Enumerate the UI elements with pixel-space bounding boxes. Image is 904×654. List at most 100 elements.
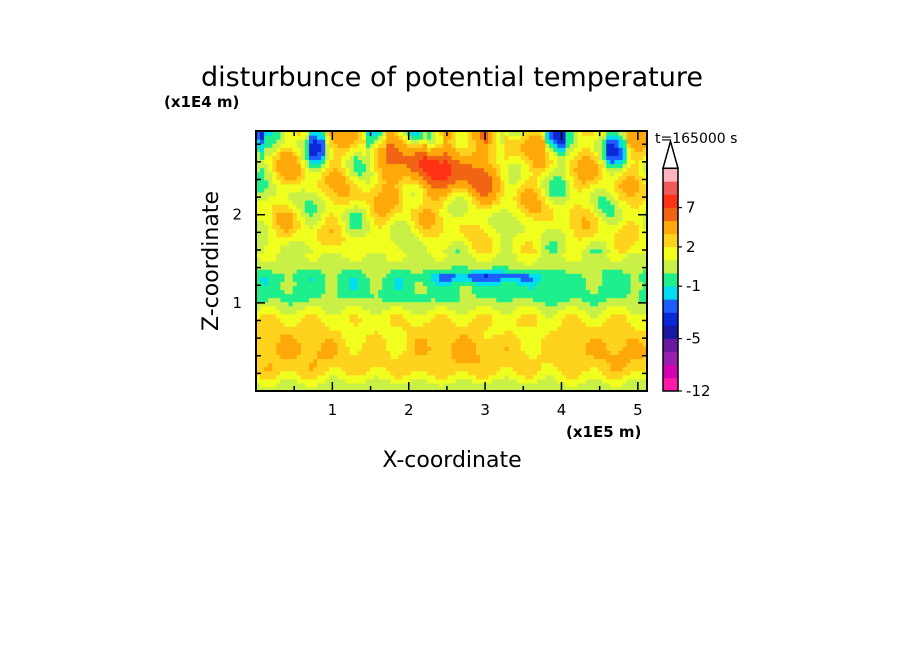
field-cell [256,305,261,311]
field-cell [308,346,314,351]
field-cell [569,301,575,307]
field-cell [268,309,273,315]
field-cell [439,183,444,189]
field-cell [488,330,493,335]
field-cell [431,131,436,136]
field-cell [260,220,265,226]
field-cell [463,265,469,270]
field-cell [280,326,286,331]
field-cell [496,382,501,388]
field-cell [475,273,481,278]
field-cell [528,301,534,307]
field-cell [304,196,310,201]
field-cell [410,191,416,197]
field-cell [333,305,339,311]
field-cell [557,244,563,250]
field-cell [504,378,510,384]
field-cell [329,281,334,286]
field-cell [541,135,546,140]
field-cell [260,289,265,295]
field-cell [524,269,530,274]
field-cell [349,143,355,148]
field-cell [276,135,282,140]
field-cell [345,309,351,315]
field-cell [300,204,306,209]
field-cell [308,261,314,266]
field-cell [512,248,518,254]
field-cell [528,285,534,291]
field-cell [325,346,330,351]
field-cell [549,232,554,238]
field-cell [561,354,567,360]
field-cell [516,265,522,270]
field-cell [292,338,298,343]
field-cell [443,326,449,331]
field-cell [504,171,510,177]
field-cell [308,334,314,339]
field-cell [410,167,416,173]
field-cell [418,151,424,156]
field-cell [410,208,416,213]
field-cell [549,187,554,193]
field-cell [313,301,318,307]
field-cell [365,224,371,230]
field-cell [398,305,404,311]
field-cell [467,370,473,376]
field-cell [337,301,343,307]
field-cell [317,358,322,364]
field-cell [317,338,322,343]
field-cell [280,220,286,226]
field-cell [414,277,420,282]
field-cell [349,236,355,242]
field-cell [500,200,506,205]
field-cell [463,200,469,205]
field-cell [541,330,546,335]
field-cell [447,175,453,181]
field-cell [398,175,404,181]
field-cell [374,155,379,161]
field-cell [508,171,514,177]
field-cell [439,143,444,148]
field-cell [471,191,477,197]
field-cell [480,147,485,152]
field-cell [463,143,469,148]
field-cell [333,175,339,181]
field-cell [410,232,416,238]
field-cell [333,330,339,335]
field-cell [488,362,493,368]
field-cell [435,366,440,372]
field-cell [422,289,428,295]
field-cell [329,220,334,226]
field-cell [349,240,355,246]
field-cell [467,196,473,201]
field-cell [317,305,322,311]
field-cell [268,293,273,299]
field-cell [264,183,269,189]
field-cell [418,208,424,213]
field-cell [296,301,302,307]
field-cell [480,216,485,221]
field-cell [268,382,273,388]
field-cell [431,313,436,319]
field-cell [390,204,396,209]
field-cell [264,236,269,242]
field-cell [508,204,514,209]
field-cell [549,370,554,376]
field-cell [480,183,485,189]
field-cell [557,350,563,356]
field-cell [549,159,554,165]
field-cell [524,224,530,230]
field-cell [532,163,538,169]
field-cell [467,326,473,331]
field-cell [296,236,302,242]
field-cell [284,175,290,181]
field-cell [321,196,326,201]
field-cell [292,301,298,307]
field-cell [329,313,334,319]
field-cell [484,191,489,197]
field-cell [431,289,436,295]
field-cell [256,236,261,242]
field-cell [492,326,497,331]
field-cell [492,309,497,315]
field-cell [386,281,391,286]
